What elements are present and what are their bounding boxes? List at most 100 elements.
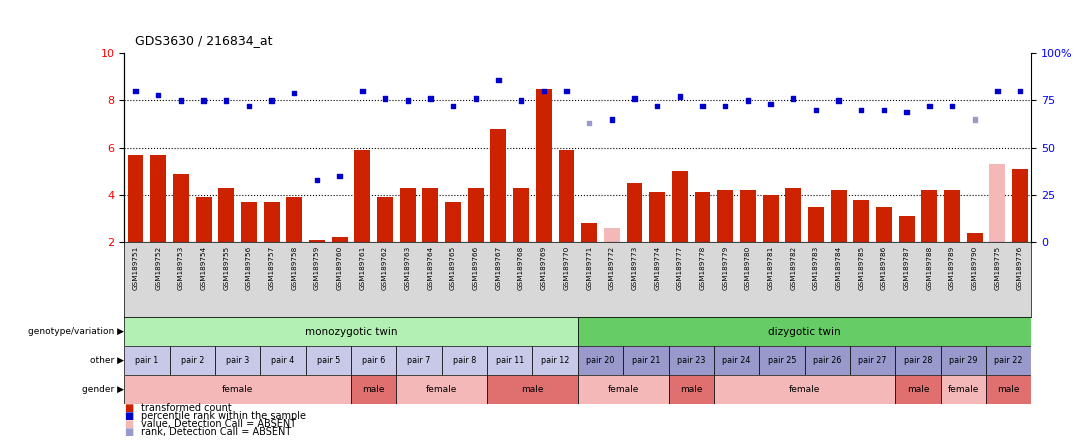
Bar — [170, 346, 215, 375]
Text: pair 26: pair 26 — [813, 356, 841, 365]
Bar — [895, 346, 941, 375]
Text: pair 1: pair 1 — [135, 356, 159, 365]
Point — [761, 101, 779, 108]
Bar — [124, 375, 351, 404]
Text: GSM189773: GSM189773 — [632, 246, 637, 290]
Text: pair 12: pair 12 — [541, 356, 569, 365]
Text: GSM189763: GSM189763 — [405, 246, 410, 290]
Bar — [400, 188, 416, 242]
Text: transformed count: transformed count — [141, 404, 232, 413]
Text: female: female — [221, 385, 254, 394]
Point — [717, 103, 734, 110]
Text: pair 6: pair 6 — [362, 356, 386, 365]
Bar — [127, 155, 144, 242]
Bar — [218, 188, 234, 242]
Bar — [264, 202, 280, 242]
Bar — [351, 375, 396, 404]
Point — [330, 172, 348, 179]
Bar — [422, 188, 438, 242]
Text: GSM189752: GSM189752 — [156, 246, 161, 290]
Bar — [649, 192, 665, 242]
Text: rank, Detection Call = ABSENT: rank, Detection Call = ABSENT — [141, 428, 292, 437]
Point — [309, 176, 326, 183]
Text: GSM189787: GSM189787 — [904, 246, 909, 290]
Bar — [669, 375, 714, 404]
Point — [535, 87, 552, 95]
Text: GSM189772: GSM189772 — [609, 246, 615, 290]
Bar — [899, 216, 915, 242]
Text: GSM189761: GSM189761 — [360, 246, 365, 290]
Text: female: female — [607, 385, 639, 394]
Text: GSM189753: GSM189753 — [178, 246, 184, 290]
Point — [194, 97, 212, 104]
Point — [944, 103, 961, 110]
Text: GSM189762: GSM189762 — [382, 246, 388, 290]
Text: GSM189777: GSM189777 — [677, 246, 683, 290]
Bar — [396, 375, 487, 404]
Bar — [831, 190, 847, 242]
Point — [512, 97, 529, 104]
Point — [467, 95, 484, 102]
Bar — [487, 375, 578, 404]
Bar — [286, 197, 302, 242]
Text: GSM189765: GSM189765 — [450, 246, 456, 290]
Point — [580, 119, 597, 127]
Text: male: male — [998, 385, 1020, 394]
Text: GSM189766: GSM189766 — [473, 246, 478, 290]
Bar — [351, 346, 396, 375]
Bar — [578, 317, 1031, 346]
Text: GSM189770: GSM189770 — [564, 246, 569, 290]
Point — [603, 116, 620, 123]
Text: GSM189783: GSM189783 — [813, 246, 819, 290]
Bar — [895, 375, 941, 404]
Text: female: female — [947, 385, 980, 394]
Point — [421, 95, 438, 102]
Bar — [445, 202, 461, 242]
Text: gender ▶: gender ▶ — [82, 385, 124, 394]
Text: GSM189778: GSM189778 — [700, 246, 705, 290]
Text: ■: ■ — [124, 404, 134, 413]
Text: GSM189790: GSM189790 — [972, 246, 977, 290]
Text: GSM189769: GSM189769 — [541, 246, 546, 290]
Text: GSM189779: GSM189779 — [723, 246, 728, 290]
Point — [671, 93, 689, 100]
Point — [897, 108, 915, 115]
Point — [285, 89, 302, 96]
Bar — [581, 223, 597, 242]
Bar — [759, 346, 805, 375]
Point — [149, 91, 166, 99]
Text: male: male — [522, 385, 543, 394]
Bar — [876, 206, 892, 242]
Bar — [332, 237, 348, 242]
Text: GSM189784: GSM189784 — [836, 246, 841, 290]
Text: pair 28: pair 28 — [904, 356, 932, 365]
Text: GSM189785: GSM189785 — [859, 246, 864, 290]
Text: GSM189771: GSM189771 — [586, 246, 592, 290]
Text: ■: ■ — [124, 428, 134, 437]
Bar — [853, 199, 869, 242]
Text: pair 11: pair 11 — [496, 356, 524, 365]
Bar — [1012, 169, 1028, 242]
Bar — [714, 375, 895, 404]
Point — [264, 97, 281, 104]
Bar — [986, 375, 1031, 404]
Text: GSM189759: GSM189759 — [314, 246, 320, 290]
Bar — [442, 346, 487, 375]
Text: pair 23: pair 23 — [677, 356, 705, 365]
Point — [557, 87, 575, 95]
Text: GSM189789: GSM189789 — [949, 246, 955, 290]
Point — [376, 95, 393, 102]
Text: GSM189768: GSM189768 — [518, 246, 524, 290]
Point — [875, 107, 892, 114]
Bar — [377, 197, 393, 242]
Text: pair 24: pair 24 — [723, 356, 751, 365]
Text: GSM189786: GSM189786 — [881, 246, 887, 290]
Point — [966, 116, 983, 123]
Bar — [740, 190, 756, 242]
Text: female: female — [788, 385, 821, 394]
Bar — [396, 346, 442, 375]
Bar — [558, 150, 575, 242]
Bar — [921, 190, 937, 242]
Text: ■: ■ — [124, 412, 134, 421]
Bar — [260, 346, 306, 375]
